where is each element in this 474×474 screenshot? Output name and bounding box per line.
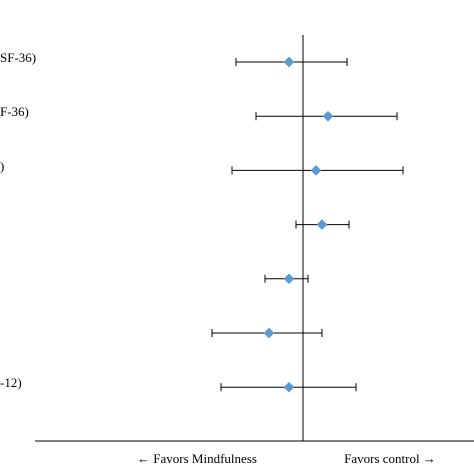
row-label: -12) [0, 375, 22, 390]
left-direction-label: ← Favors Mindfulness [137, 451, 257, 466]
point-estimate [283, 56, 295, 68]
point-estimate [283, 381, 295, 393]
right-direction-label: Favors control → [344, 451, 436, 466]
row-label: ) [0, 158, 4, 173]
point-estimate [310, 165, 322, 176]
point-estimate [263, 327, 275, 339]
point-estimate [322, 110, 334, 122]
point-estimate [283, 273, 295, 285]
point-estimate [316, 219, 328, 230]
row-label: SF-36) [0, 50, 36, 65]
row-label: F-36) [0, 104, 29, 119]
